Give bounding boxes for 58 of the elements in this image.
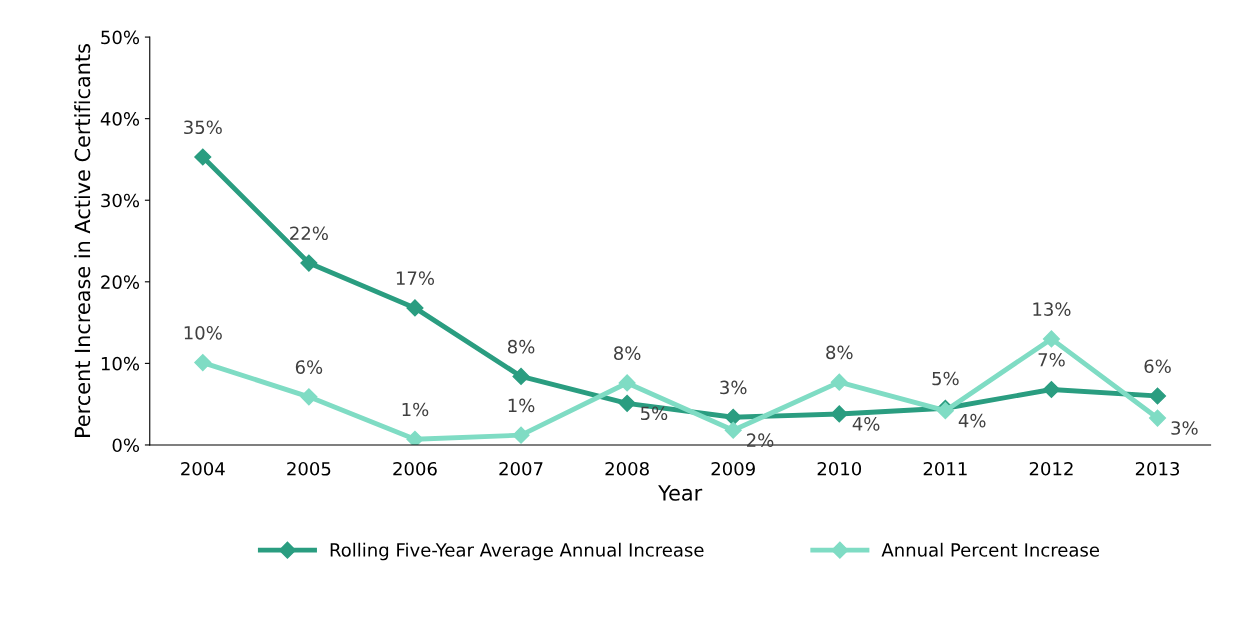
data-label: 10% (184, 325, 222, 340)
data-label: 8% (507, 339, 535, 354)
data-label: 4% (958, 413, 986, 428)
data-label: 3% (720, 380, 747, 395)
point (1148, 387, 1167, 405)
x-axis-title: Year (658, 485, 703, 501)
data-label: 17% (396, 271, 435, 285)
x-tick-label: 2004 (181, 461, 225, 476)
legend-label: Annual Percent Increase (881, 542, 1099, 557)
y-tick-label: 50% (101, 30, 140, 45)
x-tick-label: 2007 (499, 461, 543, 476)
data-label: 1% (402, 402, 429, 417)
data-label: 4% (852, 417, 880, 431)
point (512, 367, 530, 385)
y-tick-label: 0% (112, 438, 140, 453)
point (724, 421, 742, 439)
point (724, 408, 742, 426)
point (406, 430, 424, 445)
x-tick-label: 2013 (1135, 461, 1180, 476)
data-label: 8% (826, 345, 853, 360)
data-label: 8% (614, 346, 641, 361)
point (1042, 380, 1060, 399)
x-tick-label: 2006 (393, 461, 437, 476)
data-label: 3% (1171, 421, 1198, 435)
x-tick-label: 2008 (605, 461, 649, 476)
data-label: 6% (295, 360, 323, 374)
x-tick-label: 2012 (1029, 461, 1073, 476)
point (830, 405, 848, 423)
x-tick-label: 2010 (817, 461, 862, 476)
data-label: 6% (1144, 359, 1171, 374)
point (300, 254, 318, 272)
data-label: 5% (641, 406, 668, 421)
data-label: 1% (508, 398, 535, 413)
data-label: 7% (1038, 352, 1065, 367)
y-tick-label: 40% (100, 112, 140, 126)
x-tick-label: 2005 (287, 461, 331, 476)
point (618, 374, 636, 392)
point (512, 426, 530, 444)
y-tick-label: 20% (101, 275, 140, 289)
point (1042, 330, 1060, 348)
x-tick-label: 2009 (711, 461, 755, 476)
data-label: 5% (932, 371, 959, 386)
point (1148, 409, 1167, 427)
point (618, 394, 636, 412)
data-label: 22% (290, 226, 328, 241)
y-axis-title: Percent Increase in Active Certificants (74, 44, 91, 437)
point (194, 354, 212, 372)
point (194, 148, 212, 166)
y-tick-label: 10% (101, 356, 140, 371)
point (406, 299, 424, 317)
data-label: 35% (184, 120, 222, 135)
data-label: 2% (747, 433, 774, 448)
y-tick-label: 30% (101, 193, 140, 208)
point (300, 388, 318, 406)
data-label: 13% (1033, 302, 1071, 316)
x-tick-label: 2011 (923, 461, 967, 476)
legend-label: Rolling Five-Year Average Annual Increase (330, 542, 704, 561)
point (830, 373, 848, 391)
